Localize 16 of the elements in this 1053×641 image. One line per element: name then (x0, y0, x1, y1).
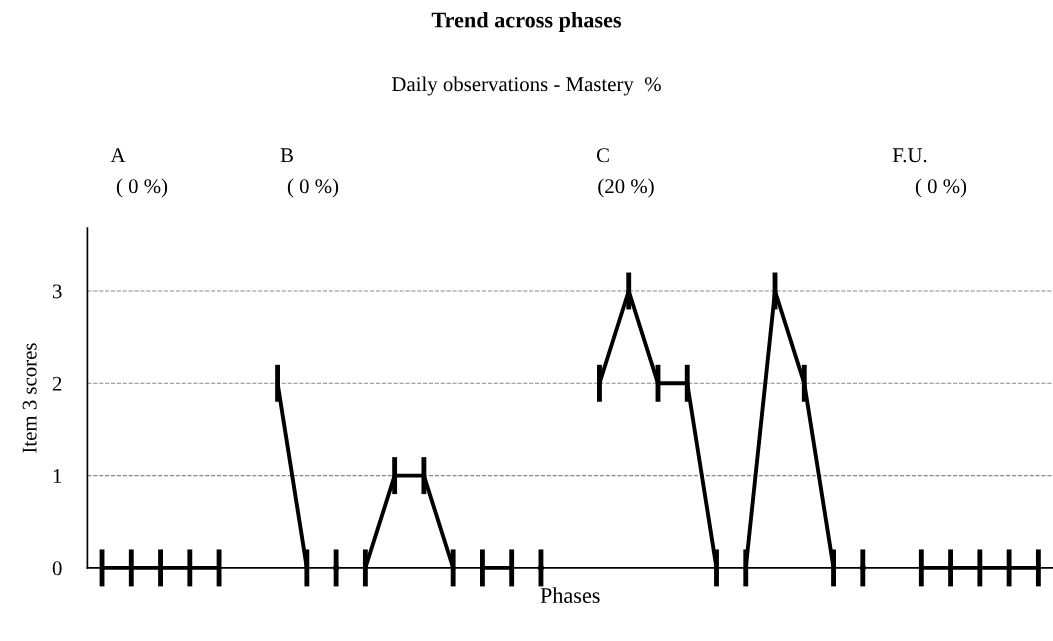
y-tick-label: 3 (52, 284, 62, 299)
text: F.U. (892, 148, 927, 163)
chart-subtitle: Daily observations - Mastery % (392, 76, 661, 96)
y-tick-label: 1 (53, 469, 62, 483)
text: ( 0 %) (287, 178, 339, 198)
y-tick-label: 2 (52, 376, 62, 391)
y-tick-label: 0 (52, 561, 62, 576)
chart-title: Trend across phases (431, 11, 622, 33)
text: B (280, 148, 293, 163)
y-axis-title: Item 3 scores (22, 343, 37, 453)
text: A (110, 148, 126, 163)
text: ( 0 %) (116, 178, 168, 198)
x-axis-title: Phases (540, 587, 600, 604)
text: (20 %) (598, 178, 654, 198)
text: ( 0 %) (915, 178, 967, 198)
text: C (596, 148, 609, 163)
